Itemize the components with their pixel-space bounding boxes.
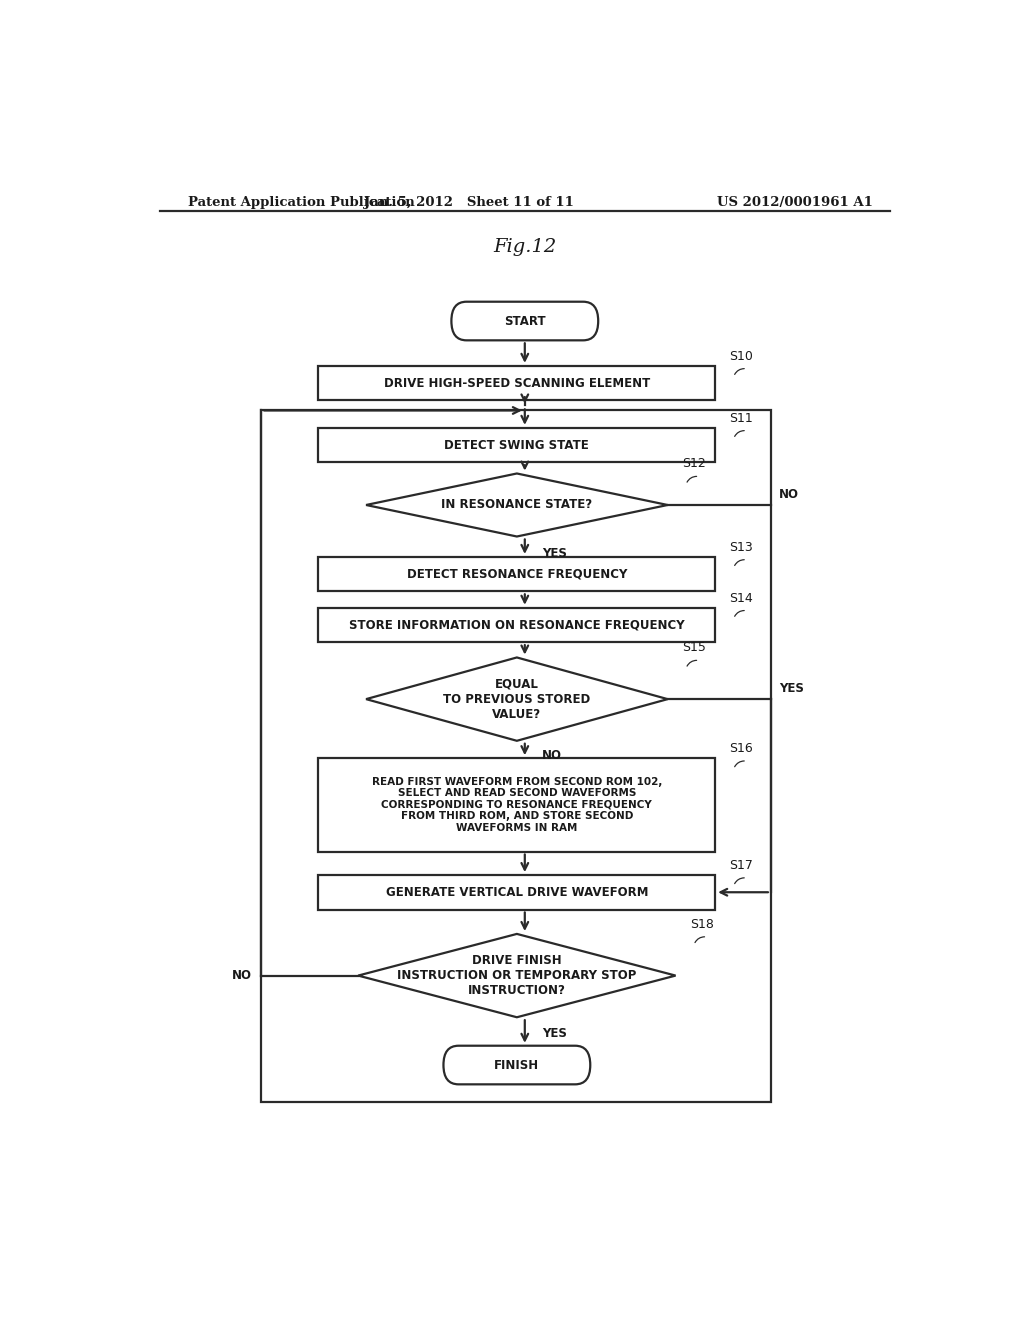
Bar: [318, 607, 715, 643]
Text: IN RESONANCE STATE?: IN RESONANCE STATE?: [441, 499, 593, 511]
Bar: [318, 875, 715, 909]
Text: YES: YES: [543, 1027, 567, 1040]
Text: DRIVE FINISH
INSTRUCTION OR TEMPORARY STOP
INSTRUCTION?: DRIVE FINISH INSTRUCTION OR TEMPORARY ST…: [397, 954, 637, 997]
Text: DETECT SWING STATE: DETECT SWING STATE: [444, 438, 589, 451]
Text: Fig.12: Fig.12: [494, 238, 556, 256]
Bar: [318, 366, 715, 400]
Text: S17: S17: [729, 859, 754, 873]
Text: FINISH: FINISH: [495, 1059, 540, 1072]
FancyBboxPatch shape: [443, 1045, 590, 1084]
Polygon shape: [358, 935, 676, 1018]
Text: S15: S15: [682, 642, 706, 655]
Bar: [318, 758, 715, 851]
FancyBboxPatch shape: [452, 302, 598, 341]
Text: NO: NO: [231, 969, 252, 982]
Text: Jan. 5, 2012   Sheet 11 of 11: Jan. 5, 2012 Sheet 11 of 11: [365, 195, 574, 209]
Text: YES: YES: [779, 682, 804, 696]
Text: STORE INFORMATION ON RESONANCE FREQUENCY: STORE INFORMATION ON RESONANCE FREQUENCY: [349, 619, 685, 631]
Text: EQUAL
TO PREVIOUS STORED
VALUE?: EQUAL TO PREVIOUS STORED VALUE?: [443, 677, 591, 721]
Polygon shape: [367, 474, 668, 536]
Text: START: START: [504, 314, 546, 327]
Text: S16: S16: [729, 742, 754, 755]
Text: READ FIRST WAVEFORM FROM SECOND ROM 102,
SELECT AND READ SECOND WAVEFORMS
CORRES: READ FIRST WAVEFORM FROM SECOND ROM 102,…: [372, 776, 663, 833]
Bar: [261, 411, 771, 1102]
Text: S18: S18: [690, 917, 714, 931]
Text: S11: S11: [729, 412, 754, 425]
Text: NO: NO: [779, 488, 799, 500]
Text: GENERATE VERTICAL DRIVE WAVEFORM: GENERATE VERTICAL DRIVE WAVEFORM: [386, 886, 648, 899]
Text: YES: YES: [543, 546, 567, 560]
Text: US 2012/0001961 A1: US 2012/0001961 A1: [717, 195, 872, 209]
Bar: [318, 557, 715, 591]
Text: DRIVE HIGH-SPEED SCANNING ELEMENT: DRIVE HIGH-SPEED SCANNING ELEMENT: [384, 376, 650, 389]
Text: S14: S14: [729, 591, 754, 605]
Polygon shape: [367, 657, 668, 741]
Text: NO: NO: [543, 748, 562, 762]
Text: S10: S10: [729, 350, 754, 363]
Text: DETECT RESONANCE FREQUENCY: DETECT RESONANCE FREQUENCY: [407, 568, 627, 581]
Text: Patent Application Publication: Patent Application Publication: [187, 195, 415, 209]
Text: S13: S13: [729, 541, 754, 554]
Bar: [318, 428, 715, 462]
Text: S12: S12: [682, 458, 706, 470]
